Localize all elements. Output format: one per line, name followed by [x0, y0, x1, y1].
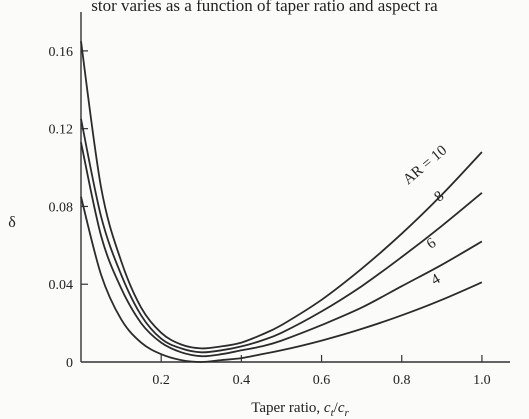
y-tick-label: 0.16: [49, 45, 74, 60]
y-tick-label: 0.12: [49, 123, 74, 138]
ticks-group: 0.2 0.4 0.6 0.8 1.0 0 0.04 0.08 0.12 0.16: [49, 45, 491, 388]
x-tick-label: 0.8: [393, 373, 411, 388]
series-lines-group: [80, 41, 483, 363]
y-tick-label: 0.08: [49, 200, 74, 215]
x-axis-label: Taper ratio, ct/cr: [251, 400, 349, 419]
y-tick-label: 0.04: [49, 278, 74, 293]
series-label: 6: [424, 235, 440, 253]
y-axis-label: δ: [8, 214, 16, 231]
header-text: stor varies as a function of taper ratio…: [91, 0, 438, 15]
axes-group: [80, 12, 510, 363]
x-tick-label: 1.0: [473, 373, 491, 388]
x-tick-label: 0.4: [233, 373, 251, 388]
x-tick-label: 0.2: [152, 373, 170, 388]
series-line: [80, 196, 483, 363]
x-tick-label: 0.6: [313, 373, 331, 388]
series-line: [80, 118, 483, 354]
series-label: 4: [429, 271, 444, 289]
series-line: [80, 142, 483, 358]
series-label: AR = 10: [400, 143, 450, 189]
y-tick-label: 0: [66, 356, 73, 371]
series-line: [80, 41, 483, 350]
